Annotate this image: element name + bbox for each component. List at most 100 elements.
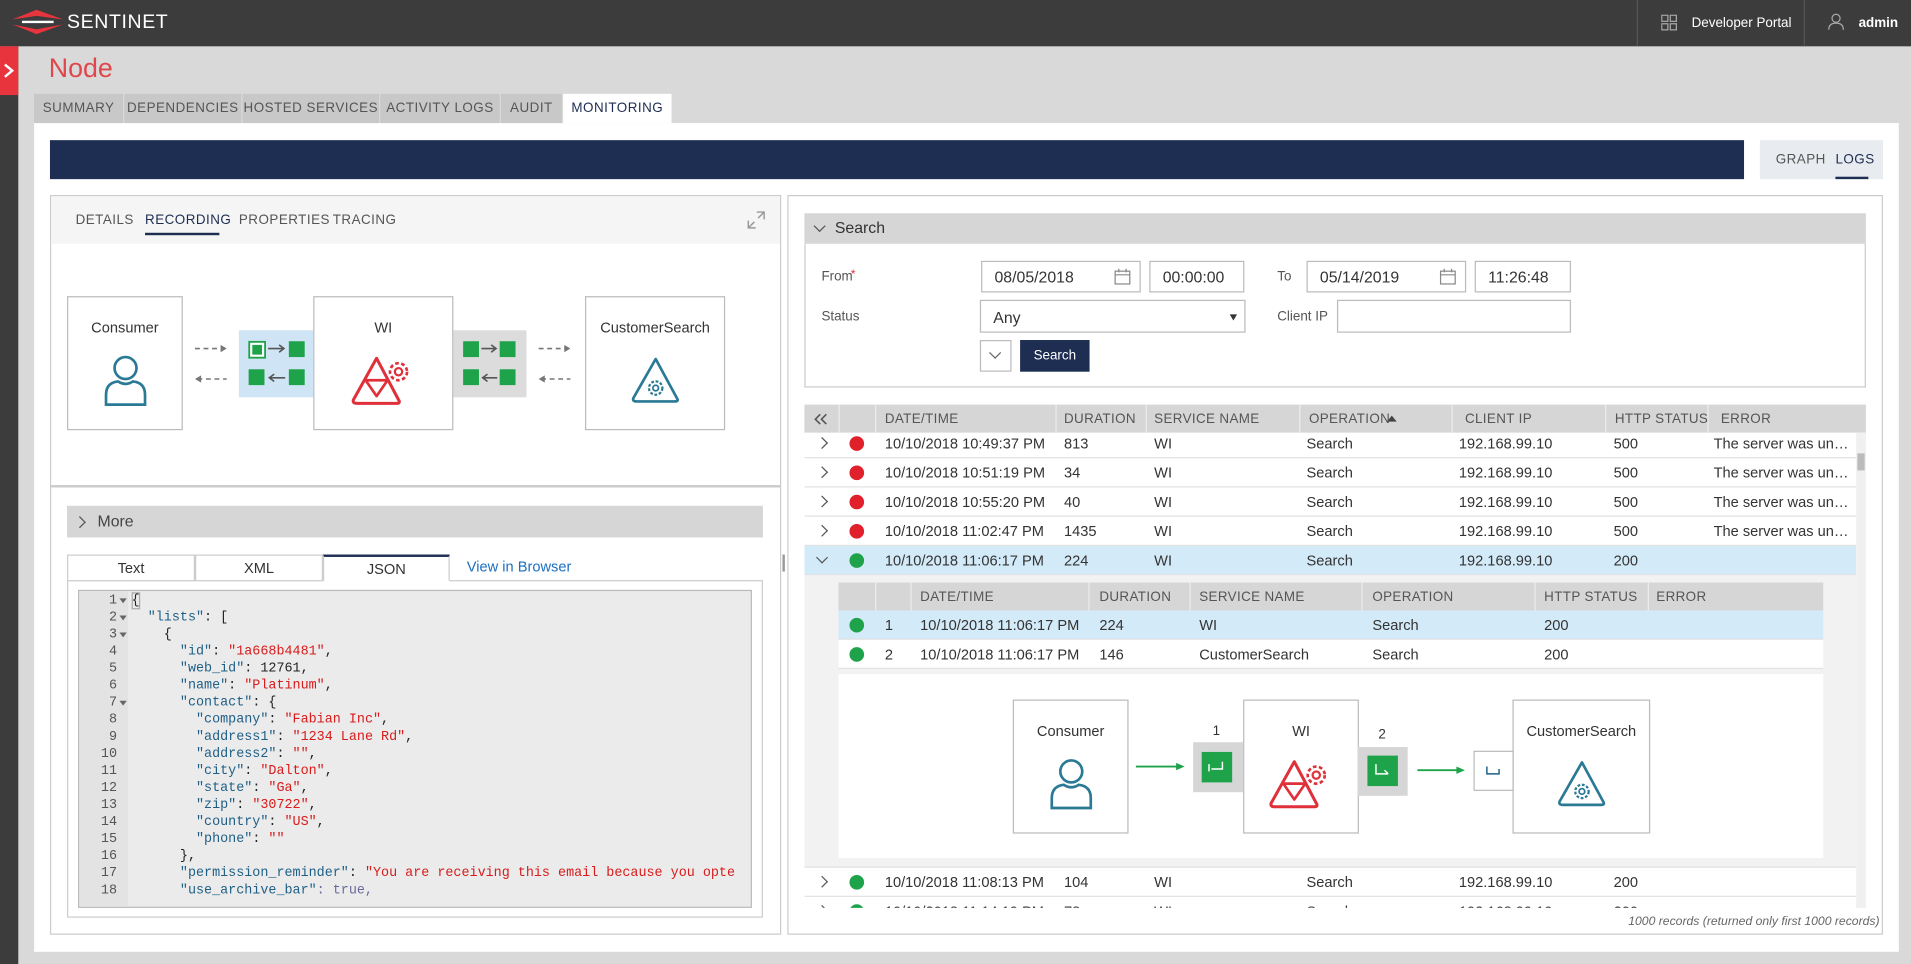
status-select[interactable]: Any bbox=[979, 299, 1246, 333]
column-header[interactable]: OPERATION bbox=[1308, 411, 1391, 427]
calendar-icon[interactable] bbox=[1114, 268, 1131, 285]
cell: WI bbox=[1154, 464, 1173, 482]
sort-indicator bbox=[1386, 415, 1397, 422]
shape bbox=[1661, 23, 1669, 31]
shape bbox=[288, 341, 305, 358]
collapse-all[interactable] bbox=[814, 413, 829, 425]
more-label[interactable]: More bbox=[97, 511, 134, 531]
row-details: DATE/TIME DURATION SERVICE NAME OPERATION HT… bbox=[804, 575, 1857, 868]
column-header[interactable]: CLIENT IP bbox=[1464, 411, 1533, 427]
panel-tab[interactable]: PROPERTIES bbox=[238, 213, 330, 228]
view-tab[interactable]: GRAPH bbox=[1775, 152, 1826, 167]
sidebar-toggle[interactable] bbox=[0, 46, 19, 96]
column-header[interactable]: DATE/TIME bbox=[920, 589, 994, 605]
column-header[interactable]: ERROR bbox=[1720, 411, 1772, 427]
code-token: : bbox=[276, 730, 293, 745]
format-tab[interactable]: JSON bbox=[322, 554, 450, 582]
input-value: Any bbox=[993, 307, 1021, 327]
view-in-browser-link[interactable]: View in Browser bbox=[466, 558, 572, 576]
table-row[interactable]: 10/10/2018 11:02:47 PM 1435 WI Search 192.16… bbox=[804, 517, 1857, 546]
format-tab[interactable]: Text bbox=[67, 554, 195, 582]
shape bbox=[1669, 23, 1677, 31]
line-number: 17 bbox=[100, 866, 117, 882]
shape bbox=[1828, 22, 1844, 30]
more-bar[interactable] bbox=[67, 505, 763, 538]
tab[interactable]: MONITORING bbox=[563, 93, 672, 124]
advanced-toggle[interactable] bbox=[979, 340, 1012, 372]
code-token: : true, bbox=[316, 883, 373, 899]
table-row[interactable]: 10/10/2018 11:06:17 PM 224 WI Search 192.168… bbox=[804, 545, 1857, 576]
chevron-icon bbox=[989, 346, 1002, 359]
column-header[interactable]: OPERATION bbox=[1372, 589, 1454, 605]
row-expander[interactable] bbox=[816, 524, 829, 537]
line-number: 9 bbox=[108, 730, 117, 745]
code-token: "Platinum" bbox=[244, 678, 325, 694]
sub-table-row[interactable]: 1 10/10/2018 11:06:17 PM 224 WI Search 200 bbox=[838, 610, 1824, 640]
tab[interactable]: HOSTED SERVICES bbox=[242, 93, 380, 124]
table-row[interactable]: 10/10/2018 11:14:19 PM 78 WI Search 192.168.… bbox=[804, 897, 1856, 908]
view-tab[interactable]: LOGS bbox=[1835, 152, 1875, 167]
search-title[interactable]: Search bbox=[834, 218, 886, 237]
fold-marker[interactable] bbox=[119, 615, 127, 621]
code-token: : bbox=[268, 815, 285, 830]
cell: Search bbox=[1306, 522, 1353, 540]
column-header[interactable]: DURATION bbox=[1099, 589, 1172, 605]
code-token: }, bbox=[131, 849, 196, 865]
table-row[interactable]: 10/10/2018 10:51:19 PM 34 WI Search 192.168.… bbox=[804, 458, 1857, 488]
table-row[interactable]: 10/10/2018 11:08:13 PM 104 WI Search 192.168… bbox=[804, 868, 1857, 897]
date-input[interactable]: 05/14/2019 bbox=[1306, 260, 1467, 293]
time-input[interactable]: 11:26:48 bbox=[1474, 260, 1571, 293]
column-header[interactable]: ERROR bbox=[1656, 589, 1707, 605]
search-header[interactable] bbox=[804, 213, 1866, 244]
table-row[interactable]: 10/10/2018 10:55:20 PM 40 WI Search 192.168.… bbox=[804, 487, 1857, 517]
column-header[interactable]: SERVICE NAME bbox=[1199, 589, 1305, 605]
tab[interactable]: SUMMARY bbox=[34, 93, 124, 124]
line-number: 18 bbox=[100, 883, 117, 899]
panel-tab[interactable]: TRACING bbox=[332, 213, 397, 228]
fold-marker[interactable] bbox=[119, 598, 127, 604]
column-header[interactable]: DURATION bbox=[1063, 411, 1136, 427]
tab[interactable]: ACTIVITY LOGS bbox=[380, 93, 500, 124]
column-header[interactable]: HTTP STATUS bbox=[1544, 589, 1638, 605]
code-line: "address2": "", bbox=[132, 746, 317, 763]
cell: 200 bbox=[1613, 552, 1639, 570]
user-menu[interactable]: admin bbox=[1858, 15, 1899, 31]
resize-handle[interactable] bbox=[782, 554, 785, 572]
cell: 200 bbox=[1544, 645, 1569, 663]
time-input[interactable]: 00:00:00 bbox=[1149, 260, 1245, 293]
code-token: , bbox=[405, 730, 414, 745]
step-icon bbox=[1367, 755, 1398, 787]
panel-tab[interactable]: DETAILS bbox=[75, 213, 134, 228]
splitter[interactable] bbox=[51, 485, 780, 488]
row-expander[interactable] bbox=[816, 875, 829, 888]
row-expander[interactable] bbox=[816, 466, 829, 479]
status-dot bbox=[849, 524, 865, 539]
calendar-icon[interactable] bbox=[1439, 268, 1456, 285]
sub-table-row[interactable]: 2 10/10/2018 11:06:17 PM 146 CustomerSearch… bbox=[838, 639, 1824, 670]
fold-marker[interactable] bbox=[119, 700, 127, 706]
fold-marker[interactable] bbox=[119, 632, 127, 638]
date-input[interactable]: 08/05/2018 bbox=[981, 260, 1141, 293]
expand-icon[interactable] bbox=[747, 211, 765, 229]
column-header[interactable]: DATE/TIME bbox=[884, 411, 959, 427]
row-expander[interactable] bbox=[816, 551, 829, 564]
panel-tab[interactable]: RECORDING bbox=[145, 213, 232, 228]
client-ip-input[interactable] bbox=[1336, 299, 1571, 333]
format-tab[interactable]: XML bbox=[195, 554, 323, 582]
column-header[interactable]: SERVICE NAME bbox=[1154, 411, 1260, 427]
code-token: "" bbox=[292, 747, 309, 762]
tab[interactable]: AUDIT bbox=[500, 93, 562, 124]
header-divider bbox=[1189, 582, 1191, 611]
column-header[interactable]: HTTP STATUS bbox=[1614, 411, 1709, 427]
row-expander[interactable] bbox=[816, 436, 829, 450]
line-number: 8 bbox=[108, 712, 117, 728]
developer-portal-link[interactable]: Developer Portal bbox=[1691, 15, 1792, 31]
table-row[interactable]: 10/10/2018 10:49:37 PM 813 WI Search 192.168… bbox=[804, 429, 1857, 459]
node-label: CustomerSearch bbox=[600, 319, 710, 337]
tab[interactable]: DEPENDENCIES bbox=[124, 93, 242, 124]
row-expander[interactable] bbox=[816, 495, 829, 508]
row-expander[interactable] bbox=[816, 904, 829, 908]
cell: 2 bbox=[884, 645, 893, 663]
search-button[interactable]: Search bbox=[1020, 340, 1090, 372]
